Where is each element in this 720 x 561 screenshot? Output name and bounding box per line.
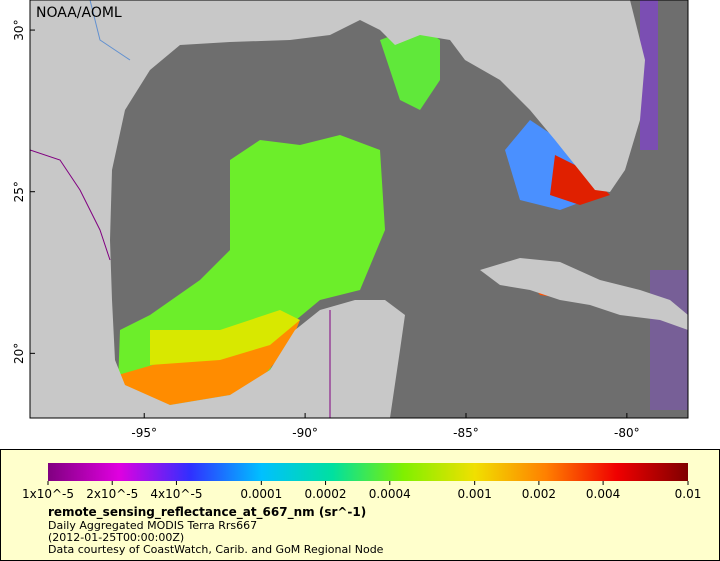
- data-swath: [550, 155, 610, 205]
- colorbar-tick-label: 0.01: [675, 487, 702, 501]
- y-tick-label: 30°: [12, 19, 26, 40]
- land: [480, 258, 688, 330]
- x-tick-label: -85°: [453, 426, 479, 440]
- variable-name: remote_sensing_reflectance_at_667_nm (sr…: [48, 505, 366, 520]
- colorbar-tick-label: 0.001: [457, 487, 491, 501]
- colorbar-tick-label: 4x10^-5: [150, 487, 202, 501]
- data-swath: [650, 270, 688, 410]
- data-swath: [118, 320, 300, 405]
- map: [30, 0, 688, 418]
- colorbar-tick-label: 0.002: [522, 487, 556, 501]
- x-tick-label: -90°: [292, 426, 318, 440]
- colorbar-tick-label: 1x10^-5: [22, 487, 74, 501]
- x-tick-label: -80°: [614, 426, 640, 440]
- data-swath: [150, 310, 300, 365]
- colorbar-tick-label: 0.0004: [369, 487, 411, 501]
- axes: -95° -90° -85° -80° 20° 25° 30°: [12, 19, 640, 440]
- colorbar: [48, 463, 688, 481]
- data-swath: [380, 25, 440, 110]
- colorbar-tick-label: 0.0001: [240, 487, 282, 501]
- river: [89, 0, 131, 61]
- colorbar-tick-label: 2x10^-5: [86, 487, 138, 501]
- border: [30, 149, 111, 261]
- map-frame: [29, 0, 689, 419]
- x-tick-label: -95°: [131, 426, 157, 440]
- legend-line: Data courtesy of CoastWatch, Carib. and …: [48, 543, 384, 556]
- y-tick-label: 20°: [12, 343, 26, 364]
- land: [30, 0, 645, 418]
- legend-line: Daily Aggregated MODIS Terra Rrs667: [48, 519, 257, 532]
- legend-line: (2012-01-25T00:00:00Z): [48, 531, 184, 544]
- data-swath: [640, 0, 658, 150]
- colorbar-ticks: 1x10^-5 2x10^-5 4x10^-5 0.0001 0.0002 0.0004 0…: [22, 481, 701, 501]
- y-tick-label: 25°: [12, 181, 26, 202]
- colorbar-tick-label: 0.004: [586, 487, 620, 501]
- map-title: NOAA/AOML: [36, 5, 122, 21]
- colorbar-tick-label: 0.0002: [305, 487, 347, 501]
